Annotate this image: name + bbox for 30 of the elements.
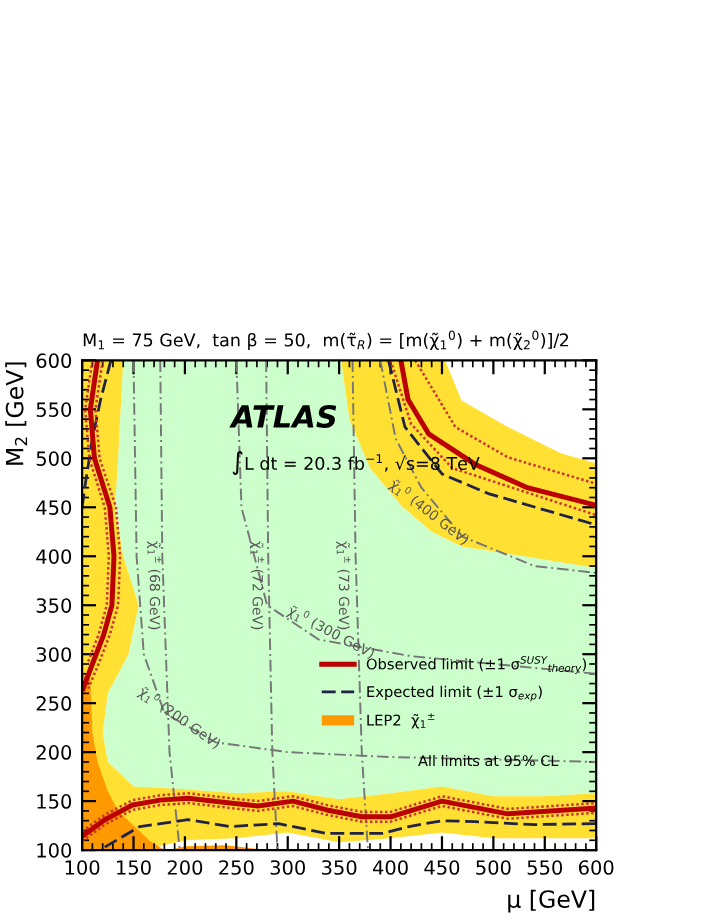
- x-tick-label: 250: [219, 860, 254, 875]
- x-tick-label: 550: [527, 860, 563, 875]
- line-series: [379, 360, 597, 574]
- y-tick-label: 450: [36, 500, 72, 515]
- x-tick-label: 600: [578, 860, 614, 875]
- line-series: [103, 818, 597, 849]
- x-tick-label: 400: [372, 860, 408, 875]
- chart-title: M$_{1}$ = 75 GeV, tan β = 50, m(τ̃$_{R}$) = [m(χ̃$_{1}$$^{0}$) + m(χ̃$_{2}$$^{0}$)]/2: [83, 330, 569, 350]
- x-tick-label: 150: [117, 860, 151, 875]
- x-tick-label: 100: [65, 860, 100, 875]
- y-tick-label: 250: [36, 696, 72, 711]
- annotation: ATLAS: [229, 404, 337, 428]
- y-tick-label: 350: [36, 598, 72, 613]
- y-tick-label: 500: [36, 451, 72, 466]
- y-tick-label: 200: [36, 745, 72, 760]
- x-tick-label: 350: [322, 860, 357, 875]
- y-tick-label: 150: [37, 794, 72, 809]
- x-tick-label: 200: [167, 860, 203, 875]
- line-series: [82, 360, 113, 509]
- x-tick-label: 450: [424, 860, 460, 875]
- y-tick-label: 550: [36, 402, 72, 417]
- y-tick-label: 400: [36, 549, 72, 564]
- x-tick-label: 300: [270, 860, 306, 875]
- line-series: [83, 360, 111, 666]
- y-tick-label: 300: [36, 647, 72, 662]
- x-tick-label: 500: [476, 860, 511, 875]
- y-axis-title: M$_{2}$ [GeV]: [5, 362, 28, 465]
- x-axis-title: μ [GeV]: [508, 889, 595, 913]
- y-tick-label: 600: [36, 353, 72, 369]
- y-tick-label: 100: [37, 843, 72, 858]
